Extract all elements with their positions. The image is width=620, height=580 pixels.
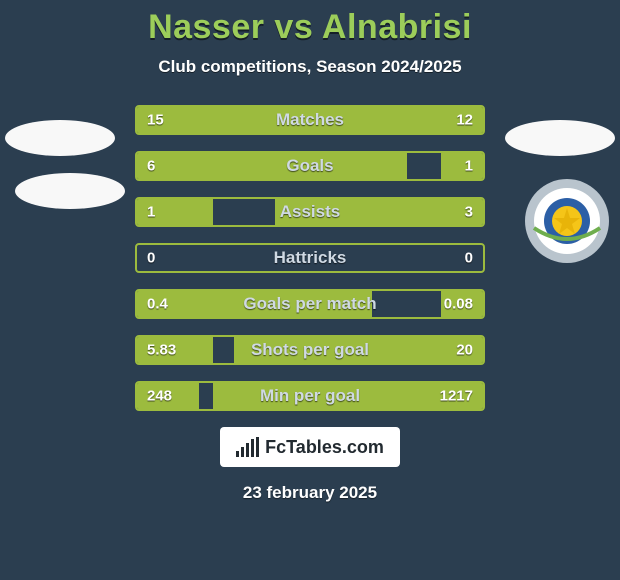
site-logo: FcTables.com <box>220 427 400 467</box>
stat-value-right: 0.08 <box>444 296 473 313</box>
logo-bars-icon <box>236 437 259 457</box>
stat-value-right: 3 <box>465 204 473 221</box>
stat-label: Min per goal <box>137 386 483 406</box>
stat-value-right: 0 <box>465 250 473 267</box>
logo-text: FcTables.com <box>265 437 384 458</box>
stat-row: 5.83 Shots per goal 20 <box>135 335 485 365</box>
player-left-badge-bottom <box>15 173 125 209</box>
stat-label: Hattricks <box>137 248 483 268</box>
stat-label: Shots per goal <box>137 340 483 360</box>
page-title: Nasser vs Alnabrisi <box>0 8 620 47</box>
stat-row: 0 Hattricks 0 <box>135 243 485 273</box>
stat-value-right: 1217 <box>440 388 473 405</box>
stat-row: 1 Assists 3 <box>135 197 485 227</box>
stats-container: 15 Matches 12 6 Goals 1 1 Assists 3 0 Ha… <box>135 105 485 411</box>
stat-row: 0.4 Goals per match 0.08 <box>135 289 485 319</box>
stat-label: Goals <box>137 156 483 176</box>
page-subtitle: Club competitions, Season 2024/2025 <box>0 57 620 77</box>
footer-date: 23 february 2025 <box>0 483 620 503</box>
stat-row: 15 Matches 12 <box>135 105 485 135</box>
stat-label: Goals per match <box>137 294 483 314</box>
stat-label: Assists <box>137 202 483 222</box>
stat-value-right: 12 <box>456 112 473 129</box>
stat-value-right: 1 <box>465 158 473 175</box>
player-right-badge-top <box>505 120 615 156</box>
stat-value-right: 20 <box>456 342 473 359</box>
comparison-card: Nasser vs Alnabrisi Club competitions, S… <box>0 0 620 580</box>
stat-label: Matches <box>137 110 483 130</box>
stat-row: 248 Min per goal 1217 <box>135 381 485 411</box>
club-badge-icon <box>524 178 610 264</box>
player-left-badge-top <box>5 120 115 156</box>
stat-row: 6 Goals 1 <box>135 151 485 181</box>
